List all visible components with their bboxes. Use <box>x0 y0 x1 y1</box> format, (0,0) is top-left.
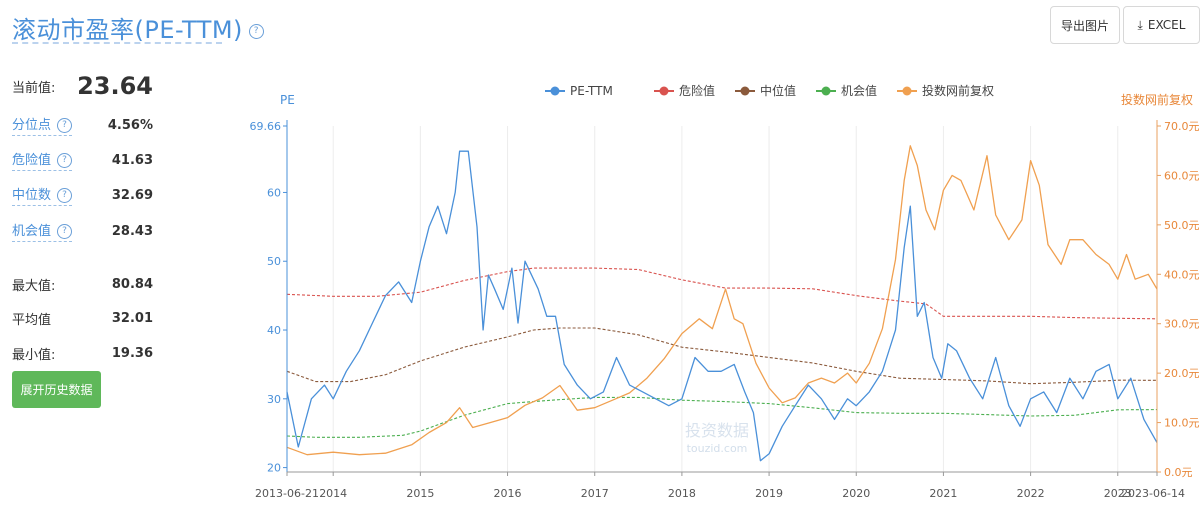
y-left-tick-label: 50 <box>267 255 281 268</box>
y-right-tick-label: 10.0元 <box>1164 417 1200 430</box>
legend-swatch-dot <box>550 86 560 96</box>
legend-label: 危险值 <box>679 83 715 98</box>
series-line-opportunity <box>286 396 1158 438</box>
legend-label: 机会值 <box>841 83 877 98</box>
opportunity-value: 28.43 <box>111 223 153 239</box>
y-right-axis-label: 投数网前复权 <box>1121 92 1193 107</box>
median-label[interactable]: 中位数? <box>12 184 73 206</box>
help-icon[interactable]: ? <box>57 188 73 203</box>
download-icon: ⤓ <box>1137 17 1143 32</box>
y-right-tick-label: 30.0元 <box>1164 318 1200 331</box>
opportunity-row[interactable]: 机会值? 28.43 <box>12 220 157 242</box>
series-line-price <box>286 145 1158 456</box>
danger-label-text: 危险值 <box>12 153 52 168</box>
x-tick-label: 2016 <box>494 487 522 500</box>
help-icon[interactable]: ? <box>57 224 73 239</box>
series-line-pe-ttm <box>286 150 1158 462</box>
legend-swatch-dot <box>740 86 750 96</box>
percentile-label-text: 分位点 <box>12 118 52 133</box>
y-left-tick-label: 20 <box>267 462 281 475</box>
percentile-label[interactable]: 分位点? <box>12 114 73 136</box>
danger-value: 41.63 <box>111 152 153 168</box>
y-left-tick-label: 30 <box>267 393 281 406</box>
y-right-tick-label: 0.0元 <box>1164 466 1193 479</box>
watermark-text-cn: 投资数据 <box>685 421 749 440</box>
x-tick-label: 2019 <box>755 487 783 500</box>
x-tick-label: 2013-06-21 <box>255 487 319 500</box>
series-group <box>286 145 1158 462</box>
legend-item[interactable]: 投数网前复权 <box>897 83 994 98</box>
x-tick-label: 2023-06-14 <box>1121 487 1185 500</box>
series-line-danger <box>286 267 1158 320</box>
axes-group: 69.66 60 50 40 30 20 70.0元 60.0元 50.0元 40.0元 30.0元… <box>250 120 1200 500</box>
percentile-value: 4.56% <box>107 117 153 133</box>
x-tick-label: 2020 <box>842 487 870 500</box>
legend-label: 中位值 <box>760 83 796 98</box>
avg-label: 平均值 <box>12 313 52 328</box>
x-tick-label: 2021 <box>929 487 957 500</box>
y-left-tick-label: 69.66 <box>250 120 282 133</box>
y-right-tick-label: 50.0元 <box>1164 219 1200 232</box>
export-image-label: 导出图片 <box>1060 18 1109 33</box>
title-underline <box>12 42 222 44</box>
max-value: 80.84 <box>111 277 153 292</box>
max-row: 最大值: 80.84 <box>12 275 157 294</box>
help-icon[interactable]: ? <box>57 153 73 168</box>
export-image-button[interactable]: 导出图片 <box>1050 6 1120 44</box>
current-value-row: 当前值: 23.64 <box>12 72 157 100</box>
y-right-tick-label: 60.0元 <box>1164 169 1200 182</box>
percentile-row[interactable]: 分位点? 4.56% <box>12 114 157 136</box>
y-right-tick-label: 20.0元 <box>1164 367 1200 380</box>
page-title: 滚动市盈率(PE-TTM)? <box>12 10 264 45</box>
x-tick-label: 2017 <box>581 487 609 500</box>
median-value: 32.69 <box>111 187 153 203</box>
y-left-tick-label: 60 <box>267 186 281 199</box>
legend-item[interactable]: PE-TTM <box>545 84 613 98</box>
danger-label[interactable]: 危险值? <box>12 149 73 171</box>
min-label: 最小值: <box>12 348 56 363</box>
page-title-text: 滚动市盈率(PE-TTM) <box>12 16 243 44</box>
legend-item[interactable]: 中位值 <box>735 83 796 98</box>
excel-button[interactable]: ⤓ EXCEL <box>1123 6 1200 44</box>
y-left-tick-label: 40 <box>267 324 281 337</box>
opportunity-label[interactable]: 机会值? <box>12 220 73 242</box>
help-icon[interactable]: ? <box>57 118 73 133</box>
expand-history-button[interactable]: 展开历史数据 <box>12 371 101 408</box>
legend-label: PE-TTM <box>570 84 613 98</box>
x-tick-label: 2022 <box>1017 487 1045 500</box>
x-tick-label: 2023 <box>1104 487 1132 500</box>
min-row: 最小值: 19.36 <box>12 344 157 363</box>
legend-swatch-dot <box>821 86 831 96</box>
min-value: 19.36 <box>111 346 153 361</box>
excel-label: EXCEL <box>1147 18 1186 32</box>
series-line-median <box>286 327 1158 385</box>
legend-item[interactable]: 机会值 <box>816 83 877 98</box>
legend[interactable]: PE-TTM 危险值 中位值 机会值 投数网前复权 <box>545 83 994 98</box>
x-tick-label: 2015 <box>406 487 434 500</box>
x-tick-label: 2018 <box>668 487 696 500</box>
y-left-axis-label: PE <box>280 93 295 107</box>
help-icon[interactable]: ? <box>248 23 264 39</box>
legend-label: 投数网前复权 <box>922 83 994 98</box>
legend-item[interactable]: 危险值 <box>654 83 715 98</box>
legend-swatch-dot <box>902 86 912 96</box>
current-value: 23.64 <box>77 72 153 100</box>
danger-row[interactable]: 危险值? 41.63 <box>12 149 157 171</box>
current-label: 当前值: <box>12 80 56 96</box>
opportunity-label-text: 机会值 <box>12 224 52 239</box>
y-right-tick-label: 40.0元 <box>1164 268 1200 281</box>
median-label-text: 中位数 <box>12 188 52 203</box>
x-tick-label: 2014 <box>319 487 347 500</box>
median-row[interactable]: 中位数? 32.69 <box>12 184 157 206</box>
legend-swatch-dot <box>659 86 669 96</box>
grid-lines <box>332 126 1119 472</box>
y-right-tick-label: 70.0元 <box>1164 120 1200 133</box>
avg-value: 32.01 <box>111 311 153 326</box>
watermark-text-en: touzid.com <box>687 442 748 455</box>
avg-row: 平均值 32.01 <box>12 309 157 328</box>
max-label: 最大值: <box>12 279 56 294</box>
